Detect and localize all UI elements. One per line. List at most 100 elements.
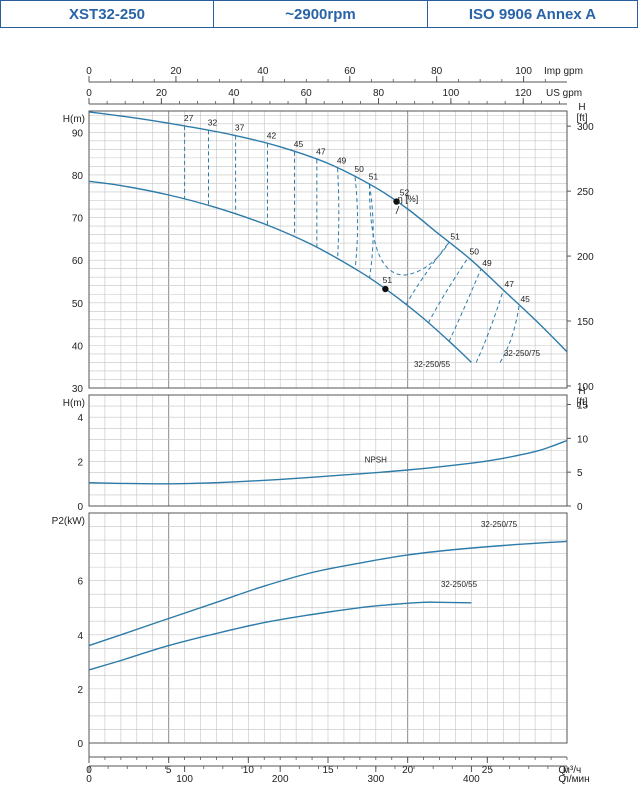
lmin-tick-label: 300: [367, 774, 384, 785]
efficiency-label: 47: [316, 147, 326, 157]
y-tick-label: 70: [72, 214, 84, 225]
y-tick-label: 0: [77, 502, 83, 513]
efficiency-marker-label: 51: [383, 275, 393, 285]
panel-frame-head: [88, 110, 568, 389]
y-axis-label-power: P2(kW): [52, 516, 85, 527]
m3h-unit-label: м³/ч: [563, 765, 581, 776]
us-gpm-tick-label: 80: [373, 88, 385, 99]
efficiency-label: 51: [369, 171, 379, 181]
m3h-tick-label: 20: [402, 765, 414, 776]
efficiency-iso-line-right: [448, 268, 482, 342]
efficiency-iso-line: [354, 177, 359, 270]
efficiency-iso-line: [368, 184, 374, 279]
y-axis-label-right: H: [578, 386, 585, 397]
lmin-unit-label: л/мин: [563, 774, 590, 785]
y-tick-label-right: 150: [577, 317, 594, 328]
y-axis-label-head: H(m): [63, 114, 85, 125]
y-tick-label-right: 200: [577, 252, 594, 263]
imp-gpm-tick-label: 40: [257, 66, 269, 77]
panel-frame-npsh: [88, 394, 568, 507]
us-gpm-tick-label: 0: [86, 88, 92, 99]
curve-head-32-250-55: [88, 180, 472, 363]
y-tick-label-right: 300: [577, 122, 594, 133]
us-gpm-tick-label: 120: [515, 88, 532, 99]
lmin-tick-label: 100: [176, 774, 193, 785]
title-bar: XST32-250 ~2900rpm ISO 9906 Annex A: [0, 0, 638, 29]
efficiency-label: 50: [469, 247, 479, 257]
us-gpm-tick-label: 60: [301, 88, 313, 99]
imp-gpm-tick-label: 80: [431, 66, 443, 77]
efficiency-label: 27: [184, 113, 194, 123]
efficiency-label: 45: [520, 294, 530, 304]
curve-npsh-NPSH: [88, 439, 568, 485]
efficiency-label: 51: [450, 231, 460, 241]
best-efficiency-point: [393, 198, 400, 205]
curve-label-power-32-250-75: 32-250/75: [481, 520, 518, 529]
efficiency-label: 47: [505, 279, 515, 289]
y-tick-label: 2: [77, 458, 83, 469]
efficiency-label: 50: [354, 164, 364, 174]
y-tick-label-right: 5: [577, 468, 583, 479]
efficiency-label: 32: [208, 117, 218, 127]
curve-power-32-250-55: [88, 601, 472, 671]
efficiency-iso-loop: [368, 184, 450, 276]
lmin-tick-label: 0: [86, 774, 92, 785]
speed-label: ~2900rpm: [214, 0, 428, 28]
us-gpm-tick-label: 100: [443, 88, 460, 99]
y-tick-label: 6: [77, 577, 83, 588]
y-tick-label: 60: [72, 256, 84, 267]
y-tick-label: 80: [72, 171, 84, 182]
y-tick-label: 40: [72, 341, 84, 352]
lmin-q-label: Q: [558, 774, 566, 785]
y-axis-label-right-unit: [ft]: [576, 397, 587, 408]
imp-gpm-unit-label: Imp gpm: [544, 66, 583, 77]
m3h-q-label: Q: [558, 765, 566, 776]
y-axis-label-right-unit: [ft]: [576, 113, 587, 124]
curve-label-npsh: NPSH: [365, 456, 387, 465]
efficiency-label: 45: [294, 139, 304, 149]
efficiency-label: 37: [235, 123, 245, 133]
us-gpm-tick-label: 40: [228, 88, 240, 99]
m3h-tick-label: 10: [243, 765, 255, 776]
imp-gpm-tick-label: 20: [170, 66, 182, 77]
curve-label-32-250-55: 32-250/55: [414, 360, 451, 369]
y-tick-label: 90: [72, 128, 84, 139]
panel-frame-power: [88, 512, 568, 744]
y-tick-label-right: 100: [577, 382, 594, 393]
efficiency-axis-label: η [%]: [398, 194, 419, 204]
y-tick-label-right: 0: [577, 502, 583, 513]
us-gpm-tick-label: 20: [156, 88, 168, 99]
y-tick-label: 4: [77, 631, 83, 642]
y-tick-label: 0: [77, 739, 83, 750]
imp-gpm-tick-label: 0: [86, 66, 92, 77]
y-tick-label: 50: [72, 299, 84, 310]
curve-label-power-32-250-55: 32-250/55: [441, 580, 478, 589]
m3h-tick-label: 15: [322, 765, 334, 776]
m3h-tick-label: 5: [166, 765, 172, 776]
m3h-tick-label: 25: [482, 765, 494, 776]
y-axis-label-npsh: H(m): [63, 398, 85, 409]
efficiency-label: 49: [482, 258, 492, 268]
efficiency-label: 42: [267, 131, 277, 141]
efficiency-iso-line-right: [499, 304, 520, 363]
efficiency-pointer: [395, 205, 400, 215]
y-tick-label-right: 10: [577, 434, 589, 445]
imp-gpm-tick-label: 60: [344, 66, 356, 77]
y-tick-label: 4: [77, 413, 83, 424]
efficiency-marker-label: 52: [400, 188, 410, 198]
curve-power-32-250-75: [88, 540, 568, 647]
y-tick-label: 2: [77, 685, 83, 696]
lmin-tick-label: 200: [272, 774, 289, 785]
us-gpm-unit-label: US gpm: [546, 88, 582, 99]
y-tick-label-right: 15: [577, 401, 589, 412]
y-tick-label-right: 250: [577, 187, 594, 198]
efficiency-point: [382, 285, 389, 293]
lmin-tick-label: 400: [463, 774, 480, 785]
model-name: XST32-250: [0, 0, 214, 28]
efficiency-iso-line: [337, 168, 340, 260]
efficiency-iso-line-right: [475, 289, 504, 363]
y-tick-label: 30: [72, 384, 84, 395]
y-axis-label-right: H: [578, 102, 585, 113]
curve-label-32-250-75: 32-250/75: [504, 349, 541, 358]
